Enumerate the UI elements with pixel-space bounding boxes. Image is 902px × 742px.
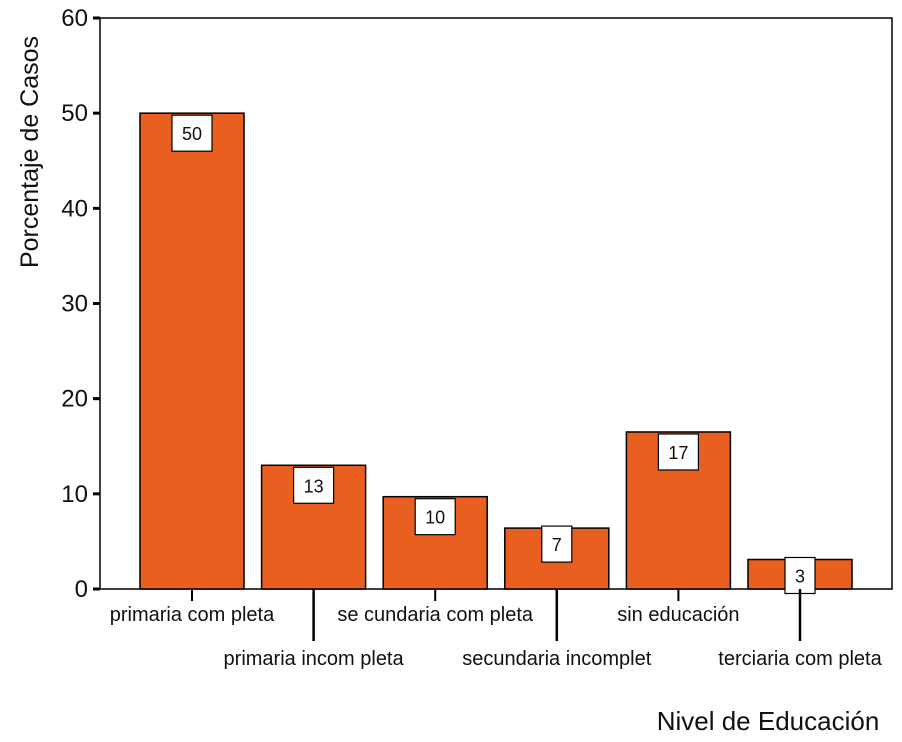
- x-tick-label: primaria incom pleta: [224, 648, 405, 670]
- data-label: 10: [425, 508, 445, 528]
- y-tick-label: 10: [61, 481, 88, 508]
- bars-layer: 50 13 10 7 17 3: [139, 112, 853, 595]
- data-label: 3: [795, 566, 805, 586]
- y-tick-label: 20: [61, 386, 88, 413]
- data-label: 13: [304, 476, 324, 496]
- data-label: 50: [182, 124, 202, 144]
- y-axis-label: Porcentaje de Casos: [16, 36, 44, 268]
- data-label-box: [414, 498, 456, 536]
- bar: [139, 112, 245, 590]
- data-label: 17: [668, 443, 688, 463]
- y-tick-label: 0: [75, 576, 88, 603]
- x-axis-label: Nivel de Educación: [657, 706, 880, 736]
- y-axis-layer: 0 10 20 30 40 50 60: [61, 5, 100, 603]
- data-label: 7: [552, 535, 562, 555]
- data-label-box: [541, 525, 573, 563]
- x-tick-label: secundaria incomplet: [462, 648, 651, 670]
- x-tick-label: sin educación: [617, 604, 739, 626]
- data-label-box: [293, 466, 335, 504]
- y-tick-label: 60: [61, 5, 88, 32]
- x-tick-label: primaria com pleta: [110, 604, 275, 626]
- y-tick-label: 40: [61, 195, 88, 222]
- data-label-box: [657, 433, 700, 471]
- x-ticks-layer: primaria com pleta primaria incom pleta se…: [110, 589, 883, 670]
- data-label-box: [171, 114, 213, 152]
- x-tick-label: se cundaria com pleta: [337, 604, 534, 626]
- x-tick-label: terciaria com pleta: [718, 648, 882, 670]
- y-tick-label: 30: [61, 291, 88, 318]
- y-tick-label: 50: [61, 100, 88, 127]
